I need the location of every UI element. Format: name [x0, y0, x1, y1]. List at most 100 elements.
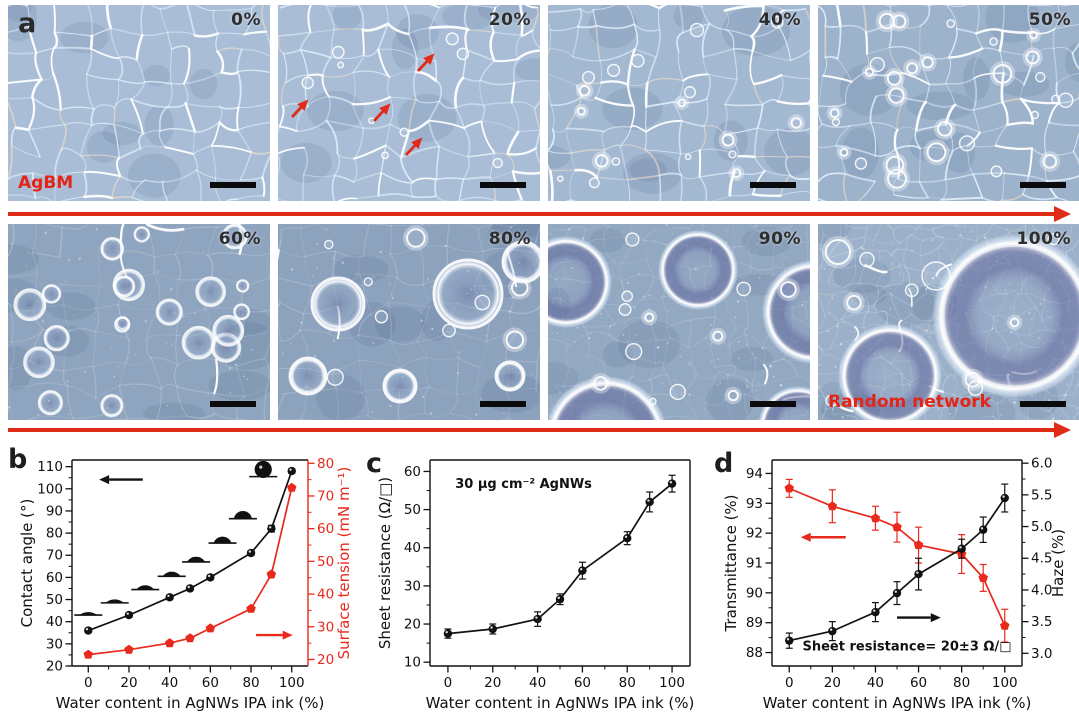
water-content-label: 40%	[758, 10, 801, 30]
scale-bar	[210, 182, 256, 188]
data-point	[623, 534, 632, 543]
process-arrow-row2	[8, 428, 1056, 432]
series-contact-angle	[84, 466, 296, 635]
data-point	[828, 626, 837, 636]
y-left-tick-label: 50	[404, 502, 421, 518]
scale-bar	[480, 182, 526, 188]
panel-c-letter: c	[366, 448, 383, 479]
data-point	[267, 524, 276, 533]
data-point	[871, 607, 880, 617]
y-right-tick-label: 4.0	[1031, 582, 1052, 598]
water-content-label: 90%	[758, 229, 801, 249]
y-left-tick-label: 40	[404, 540, 421, 556]
micrograph-tile-60: 60%	[8, 224, 270, 420]
x-axis-label: Water content in AgNWs IPA ink (%)	[426, 694, 695, 712]
y-left-axis-label: Contact angle (°)	[18, 499, 36, 628]
bubble-pointer-arrow	[404, 137, 423, 156]
data-point	[84, 626, 93, 635]
micrograph-image	[818, 224, 1079, 420]
droplet-inset	[131, 585, 160, 591]
process-arrow-row2-head	[1054, 422, 1071, 438]
y-right-tick-label: 6.0	[1031, 456, 1052, 472]
y-right-tick-label: 60	[317, 521, 334, 537]
y-right-axis-label: Haze (%)	[1049, 529, 1067, 597]
y-left-tick-label: 91	[746, 556, 763, 572]
x-tick-label: 60	[910, 675, 927, 691]
y-right-tick-label: 4.5	[1031, 551, 1052, 567]
micrograph-image	[548, 224, 810, 420]
y-left-tick-label: 40	[46, 614, 63, 630]
data-point	[164, 638, 175, 648]
water-content-label: 60%	[218, 229, 261, 249]
water-content-label: 100%	[1016, 229, 1071, 249]
data-point	[667, 479, 677, 488]
data-point	[892, 588, 902, 598]
droplet-inset	[249, 460, 278, 479]
micrograph-tile-80: 80%	[278, 224, 540, 420]
water-content-label: 80%	[488, 229, 531, 249]
droplet-inset	[182, 556, 211, 563]
agbm-label: AgBM	[18, 173, 74, 193]
droplet-inset	[157, 571, 186, 578]
droplet-inset	[228, 510, 257, 520]
y-right-tick-label: 20	[317, 652, 334, 668]
scale-bar	[1020, 182, 1066, 188]
micrograph-tile-100: 100% Random network	[818, 224, 1079, 420]
y-right-tick-label: 70	[317, 488, 334, 504]
x-tick-label: 20	[824, 675, 841, 691]
data-point	[1000, 493, 1009, 503]
x-tick-label: 40	[529, 675, 546, 691]
y-left-tick-label: 90	[746, 585, 763, 601]
x-tick-label: 20	[120, 675, 137, 691]
data-point	[124, 644, 134, 654]
y-left-tick-label: 20	[46, 659, 63, 675]
y-left-tick-label: 88	[746, 645, 763, 661]
x-tick-label: 0	[84, 675, 93, 691]
data-point	[979, 525, 988, 534]
x-tick-label: 60	[202, 675, 219, 691]
y-left-tick-label: 50	[46, 592, 63, 608]
series-haze	[785, 483, 1009, 649]
droplet-inset	[74, 612, 103, 616]
micrograph-image	[278, 224, 540, 420]
y-left-tick-label: 30	[46, 636, 63, 652]
data-point	[246, 548, 256, 558]
data-point	[914, 569, 923, 579]
data-point	[185, 584, 195, 593]
x-tick-label: 80	[242, 675, 259, 691]
y-right-tick-label: 30	[317, 619, 334, 635]
y-right-tick-label: 3.0	[1031, 646, 1052, 662]
data-point	[287, 482, 297, 492]
x-tick-label: 100	[659, 675, 685, 691]
x-tick-label: 40	[867, 675, 884, 691]
data-point	[1000, 620, 1010, 630]
y-left-tick-label: 100	[37, 481, 63, 497]
bubble-pointer-arrow	[416, 53, 435, 72]
x-axis-label: Water content in AgNWs IPA ink (%)	[56, 694, 325, 712]
micrograph-tile-40: 40%	[548, 5, 810, 201]
micrograph-tile-20: 20%	[278, 5, 540, 201]
data-point	[287, 466, 296, 476]
scale-bar	[480, 401, 526, 407]
process-arrow-row1-head	[1054, 206, 1071, 222]
scale-bar	[750, 401, 796, 407]
data-point	[870, 513, 881, 523]
panel-c-chart: 0 20 40 60 80 100 10 20 30 40 50 60 Sheet resistance…	[376, 459, 695, 712]
x-tick-label: 0	[785, 675, 794, 691]
micrograph-image	[8, 224, 270, 420]
data-point	[205, 623, 216, 633]
annotation: 30 μg cm⁻² AgNWs	[455, 477, 592, 492]
random-network-label: Random network	[828, 392, 991, 412]
data-point	[124, 610, 134, 620]
droplet-inset	[208, 536, 237, 544]
data-point	[645, 497, 654, 507]
series-surface-tension	[83, 482, 297, 659]
water-content-label: 20%	[488, 10, 531, 30]
y-left-tick-label: 60	[46, 570, 63, 586]
y-right-tick-label: 40	[317, 587, 334, 603]
water-content-label: 50%	[1028, 10, 1071, 30]
data-point	[957, 544, 966, 553]
data-point	[578, 566, 587, 575]
y-right-tick-label: 5.0	[1031, 519, 1052, 535]
